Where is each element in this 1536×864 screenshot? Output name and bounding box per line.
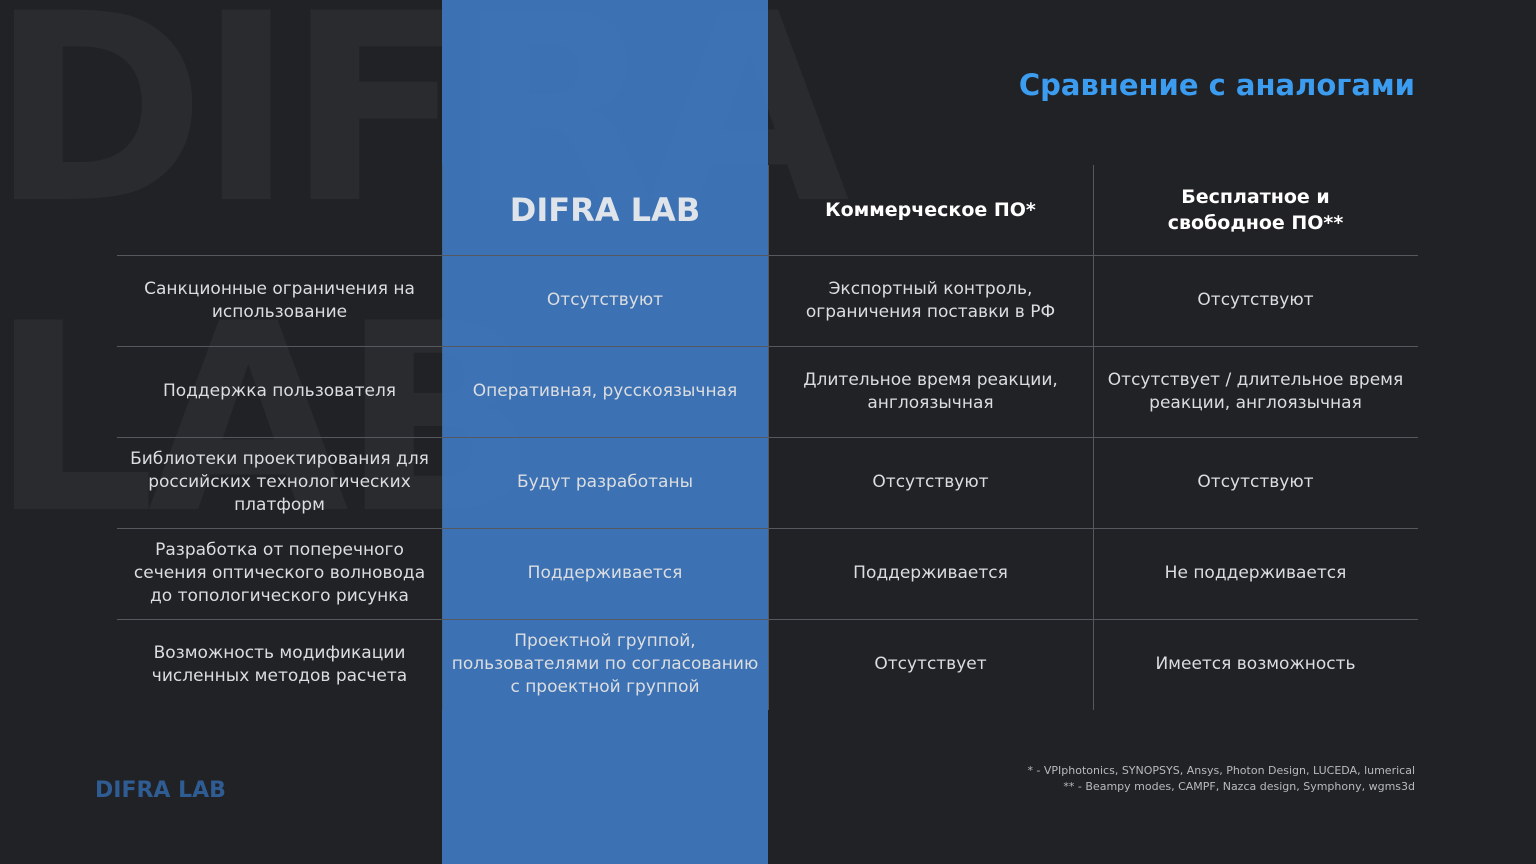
footnotes: * - VPIphotonics, SYNOPSYS, Ansys, Photo…	[1027, 763, 1415, 795]
logo: DIFRA LAB	[95, 778, 226, 803]
cell: Не поддерживается	[1164, 563, 1347, 583]
cell: Проектной группой, пользователями по сог…	[451, 631, 759, 697]
row-header: Санкционные ограничения на использование	[144, 278, 415, 322]
column-header: Коммерческое ПО*	[825, 199, 1036, 221]
row-divider	[117, 255, 1418, 256]
footnote: * - VPIphotonics, SYNOPSYS, Ansys, Photo…	[1027, 764, 1415, 777]
row-header: Поддержка пользователя	[162, 381, 397, 401]
row-divider	[117, 346, 1418, 347]
row-divider	[117, 437, 1418, 438]
column-divider	[1093, 165, 1094, 710]
title: Сравнение с аналогами	[1018, 68, 1415, 102]
cell: Будут разработаны	[516, 472, 694, 492]
column-header: Бесплатное и свободное ПО**	[1167, 186, 1344, 234]
cell: Отсутствует / длительное время реакции, …	[1107, 369, 1404, 413]
row-header: Возможность модификации численных методо…	[151, 642, 408, 686]
cell: Отсутствуют	[872, 472, 989, 492]
column-divider	[768, 165, 769, 710]
cell: Оперативная, русскоязычная	[472, 381, 738, 401]
cell: Отсутствуют	[1197, 290, 1314, 310]
footnote: ** - Beampy modes, CAMPF, Nazca design, …	[1063, 780, 1415, 793]
cell: Отсутствует	[874, 654, 987, 674]
cell: Поддерживается	[527, 563, 683, 583]
cell: Отсутствуют	[546, 290, 664, 310]
column-divider	[442, 165, 443, 710]
cell: Поддерживается	[853, 563, 1008, 583]
cell: Отсутствуют	[1197, 472, 1314, 492]
row-divider	[117, 528, 1418, 529]
highlight-column	[442, 0, 768, 864]
row-header: Разработка от поперечного сечения оптиче…	[133, 540, 426, 606]
row-divider	[117, 619, 1418, 620]
cell: Имеется возможность	[1155, 654, 1356, 674]
cell: Экспортный контроль, ограничения поставк…	[805, 278, 1056, 322]
cell: Длительное время реакции, англоязычная	[803, 369, 1058, 413]
column-header: DIFRA LAB	[509, 191, 701, 229]
row-header: Библиотеки проектирования для российских…	[130, 449, 429, 515]
